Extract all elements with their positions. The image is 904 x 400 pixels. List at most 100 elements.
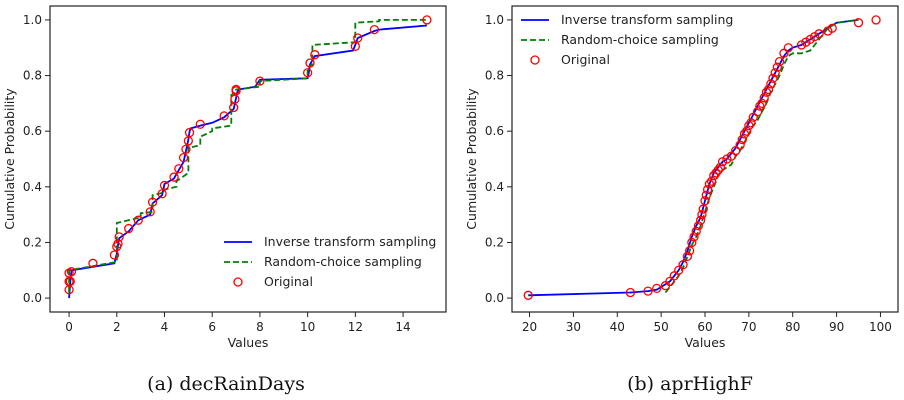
chart-a-original-point [174,164,184,174]
chart-a-original-point [181,144,191,154]
chart-b-original-point [726,151,736,161]
chart-b-original-point [779,48,789,58]
chart-b-original-point [689,232,699,242]
chart-b-original-point [763,84,774,95]
chart-b-original-point [742,126,752,136]
chart-a-original-point [178,152,189,163]
chart-b-x-tick-label: 90 [829,320,844,334]
chart-b-original-point [693,221,704,231]
chart-a-y-tick-label: 0.0 [23,291,42,305]
chart-a-marks [64,15,432,299]
chart-b-original-point [871,15,881,25]
chart-b-x-tick-label: 30 [566,320,581,334]
chart-a-x-axis-label: Values [228,335,269,350]
chart-b-original-point [746,118,756,128]
chart-panel-a: 0 2 4 6 8 10 12 14 0.0 0.2 0.4 0.6 0.8 1.0 Values Cum… [2,5,447,395]
chart-a-original-point [66,267,77,277]
chart-b-x-tick-label: 70 [741,320,756,334]
chart-b-x-tick-label: 40 [610,320,625,334]
chart-b-x-tick-label: 20 [522,320,537,334]
chart-a-original-point [195,119,205,129]
chart-b-y-tick-label: 0.6 [485,124,504,138]
chart-a-y-tick-label: 1.0 [23,13,42,27]
chart-a-original-point [255,76,265,86]
chart-b-original-point [706,176,717,186]
chart-b-original-point [748,112,758,122]
chart-a-original-point [169,172,179,182]
chart-a-caption: (a) decRainDays [147,373,305,395]
chart-b-original-point [759,93,769,103]
chart-a-y-axis-label: Cumulative Probability [2,88,17,230]
chart-a-original-point [369,24,380,35]
chart-b-y-tick-label: 0.2 [485,235,504,249]
chart-b-legend: Inverse transform sampling Random-choice … [521,12,733,67]
chart-b-original-point [652,283,662,294]
chart-a-original-point [65,276,75,287]
chart-a-original-point [88,258,98,268]
chart-a-original-point [219,111,229,121]
chart-a-original-point [147,197,158,207]
chart-b-original-point [737,134,747,145]
chart-panel-b: 20 30 40 50 60 70 80 90 100 0.0 0.2 0.4 0.6 0.8 1.0 Va… [464,5,899,395]
chart-b-original-point [731,146,741,156]
chart-a-y-tick-label: 0.6 [23,124,42,138]
chart-b-original-point [755,101,765,111]
chart-b-original-point [744,120,754,131]
chart-b-original-point [711,168,721,178]
chart-a-y-tick-label: 0.4 [23,180,42,194]
chart-b-original-point [772,62,783,72]
chart-b-original-point [704,179,715,189]
chart-b-original-point [687,237,697,248]
chart-b-x-tick-label: 50 [653,320,668,334]
chart-a-x-tick-label: 10 [300,320,315,334]
chart-b-inverse-transform-line [528,19,859,297]
chart-a-original-point [157,189,167,199]
chart-b-original-point [770,68,780,78]
legend-entry-label: Inverse transform sampling [264,234,436,249]
chart-a-original-point [145,207,155,217]
legend-entry-label: Original [561,52,610,67]
chart-a-x-tick-label: 14 [395,320,410,334]
chart-a-legend: Inverse transform sampling Random-choice … [224,234,436,289]
chart-b-original-point [783,43,793,53]
chart-b-x-axis-label: Values [685,335,726,350]
chart-b-original-point [766,79,776,89]
chart-a-original-point [350,41,360,51]
chart-b-original-point [700,196,710,206]
chart-b-y-tick-label: 1.0 [485,13,504,27]
chart-a-original-point [310,50,320,60]
chart-b-original-point [523,290,533,300]
chart-a-x-tick-label: 12 [348,320,363,334]
chart-b-original-point [669,271,679,281]
chart-b-y-axis-label: Cumulative Probability [464,88,479,230]
chart-a-x-tick-label: 8 [256,320,264,334]
legend-entry-label: Random-choice sampling [264,254,422,269]
chart-b-x-tick-label: 60 [697,320,712,334]
chart-b-original-point [761,87,772,97]
legend-entry-label: Original [264,274,313,289]
chart-b-original-point [774,56,785,67]
legend-original-marker [530,55,540,65]
chart-b-original-point [665,276,675,287]
chart-b-original-point [757,98,767,109]
chart-a-original-point [422,15,432,25]
chart-b-y-tick-label: 0.8 [485,69,504,83]
chart-a-original-point [114,232,124,242]
chart-b-original-point [702,184,713,195]
chart-a-original-point [231,84,241,95]
chart-b-original-point [853,18,864,28]
chart-b-original-point [713,165,723,175]
chart-a-y-tick-label: 0.8 [23,69,42,83]
chart-a-ticks: 0 2 4 6 8 10 12 14 0.0 0.2 0.4 0.6 0.8 1.0 [23,13,411,334]
chart-b-original-point [678,260,688,270]
chart-a-original-point [302,68,313,78]
chart-a-original-point [353,33,363,43]
chart-b-original-point [691,226,701,236]
chart-b-ticks: 20 30 40 50 60 70 80 90 100 0.0 0.2 0.4 0.6 0.8 1.0 [485,13,892,334]
chart-b-original-point [735,140,745,150]
chart-b-original-point [701,190,711,200]
chart-b-original-point [739,129,750,139]
chart-b-original-point [682,251,693,262]
chart-b-original-point [814,29,824,39]
